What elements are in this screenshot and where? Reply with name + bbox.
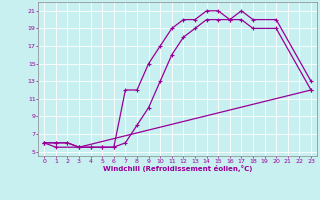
X-axis label: Windchill (Refroidissement éolien,°C): Windchill (Refroidissement éolien,°C) [103, 165, 252, 172]
